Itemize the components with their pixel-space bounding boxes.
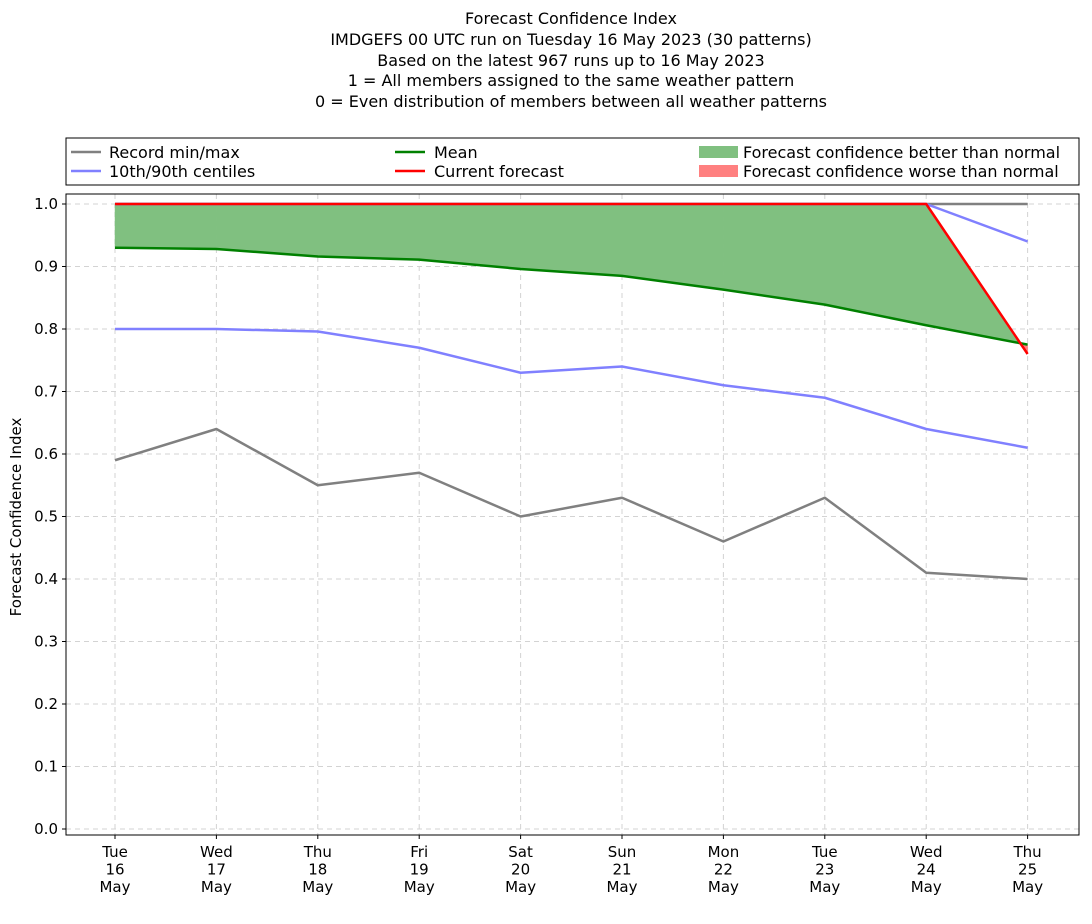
x-tick-label: Sat 20 May — [505, 843, 536, 896]
x-axis: Tue 16 May Wed 17 May Thu 18 May Fri 19 May Sat 20 May… — [99, 835, 1043, 896]
legend-current-label: Current forecast — [434, 162, 564, 181]
y-tick-label: 0.1 — [34, 758, 58, 776]
title-line-1: Forecast Confidence Index — [465, 9, 677, 28]
y-tick-label: 1.0 — [34, 195, 58, 213]
fill-better-segment — [418, 203, 521, 270]
legend-mean-label: Mean — [434, 143, 478, 162]
x-tick-label: Wed 24 May — [910, 843, 943, 896]
y-axis: 0.0 0.1 0.2 0.3 0.4 0.5 0.6 0.7 0.8 0.9 1.0 — [34, 195, 66, 838]
x-tick-label: Fri 19 May — [404, 843, 435, 896]
legend-box — [65, 137, 1080, 186]
x-tick-label: Mon 22 May — [708, 843, 740, 896]
series-lines — [114, 202, 1029, 581]
x-tick-label: Sun 21 May — [606, 843, 637, 896]
y-tick-label: 0.3 — [34, 633, 58, 651]
legend-record-label: Record min/max — [109, 143, 240, 162]
title-line-4: 1 = All members assigned to the same wea… — [348, 71, 795, 90]
fill-better-segment — [317, 203, 420, 260]
confidence-fill — [114, 203, 1028, 355]
series-line-mean — [114, 246, 1028, 346]
grid — [66, 194, 1079, 835]
title-line-2: IMDGEFS 00 UTC run on Tuesday 16 May 202… — [330, 30, 811, 49]
fill-better-segment — [114, 203, 217, 250]
fill-better-segment — [723, 203, 826, 305]
x-tick-label: Thu 18 May — [302, 843, 333, 896]
y-tick-label: 0.4 — [34, 570, 58, 588]
fill-better-segment — [520, 203, 623, 277]
legend-worse-label: Forecast confidence worse than normal — [743, 162, 1059, 181]
title-line-3: Based on the latest 967 runs up to 16 Ma… — [377, 51, 764, 70]
fill-better-segment — [216, 203, 319, 257]
legend-worse-swatch — [699, 165, 738, 177]
legend-centiles-label: 10th/90th centiles — [109, 162, 255, 181]
y-tick-label: 0.6 — [34, 445, 58, 463]
series-line-record-min — [114, 427, 1028, 581]
series-line-10th-centile — [115, 327, 1028, 449]
legend-better-swatch — [699, 146, 738, 158]
y-tick-label: 0.5 — [34, 508, 58, 526]
y-tick-label: 0.2 — [34, 695, 58, 713]
series-line-current-forecast — [115, 202, 1029, 355]
y-tick-label: 0.7 — [34, 383, 58, 401]
y-tick-label: 0.0 — [34, 820, 58, 838]
chart-title: Forecast Confidence Index IMDGEFS 00 UTC… — [315, 9, 827, 111]
x-tick-label: Tue 23 May — [809, 843, 840, 896]
y-tick-label: 0.9 — [34, 258, 58, 276]
y-tick-label: 0.8 — [34, 320, 58, 338]
legend: Record min/max 10th/90th centiles Mean C… — [65, 137, 1080, 186]
legend-better-label: Forecast confidence better than normal — [743, 143, 1060, 162]
x-tick-label: Thu 25 May — [1012, 843, 1043, 896]
title-line-5: 0 = Even distribution of members between… — [315, 92, 827, 111]
x-tick-label: Wed 17 May — [200, 843, 233, 896]
x-tick-label: Tue 16 May — [99, 843, 130, 896]
plot-frame — [65, 193, 1080, 836]
y-axis-label: Forecast Confidence Index — [7, 418, 25, 617]
